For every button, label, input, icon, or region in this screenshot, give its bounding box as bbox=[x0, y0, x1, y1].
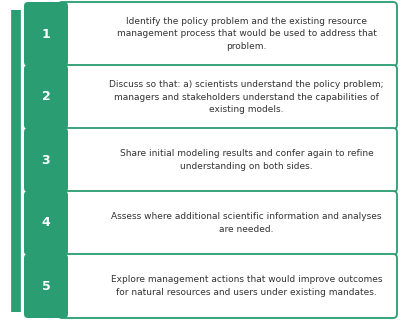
FancyBboxPatch shape bbox=[24, 2, 68, 66]
Text: Assess where additional scientific information and analyses
are needed.: Assess where additional scientific infor… bbox=[111, 212, 382, 234]
FancyBboxPatch shape bbox=[58, 2, 397, 66]
Text: Identify the policy problem and the existing resource
management process that wo: Identify the policy problem and the exis… bbox=[116, 17, 376, 51]
FancyBboxPatch shape bbox=[24, 65, 68, 129]
Text: 3: 3 bbox=[42, 154, 50, 166]
FancyBboxPatch shape bbox=[58, 128, 397, 192]
Text: 2: 2 bbox=[42, 91, 50, 103]
Text: Explore management actions that would improve outcomes
for natural resources and: Explore management actions that would im… bbox=[111, 276, 382, 297]
FancyBboxPatch shape bbox=[24, 191, 68, 255]
Text: 5: 5 bbox=[42, 279, 50, 292]
Text: Share initial modeling results and confer again to refine
understanding on both : Share initial modeling results and confe… bbox=[120, 149, 373, 171]
FancyBboxPatch shape bbox=[58, 191, 397, 255]
FancyBboxPatch shape bbox=[24, 254, 68, 318]
FancyBboxPatch shape bbox=[58, 254, 397, 318]
FancyBboxPatch shape bbox=[24, 128, 68, 192]
Text: 1: 1 bbox=[42, 28, 50, 41]
Text: 4: 4 bbox=[42, 217, 50, 229]
FancyBboxPatch shape bbox=[58, 65, 397, 129]
Text: Discuss so that: a) scientists understand the policy problem;
managers and stake: Discuss so that: a) scientists understan… bbox=[109, 80, 384, 114]
